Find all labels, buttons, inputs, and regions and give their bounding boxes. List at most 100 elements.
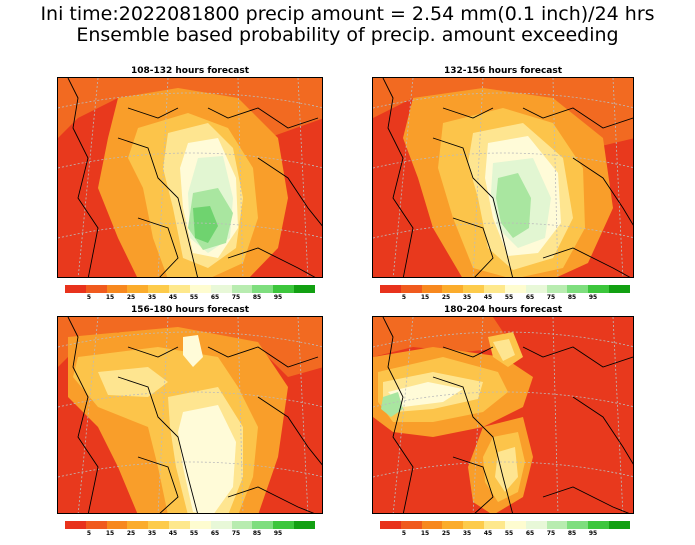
probability-map: [372, 77, 634, 278]
probability-map: [57, 77, 323, 278]
colorbar-segment: [148, 521, 170, 529]
colorbar-segment: [189, 285, 211, 293]
colorbar-segment: [380, 521, 401, 529]
colorbar-segment: [85, 521, 107, 529]
colorbar-segment: [294, 285, 315, 293]
colorbar-segment: [525, 521, 547, 529]
probability-map: [57, 316, 323, 514]
colorbar-segment: [546, 285, 568, 293]
colorbar-label: 55: [504, 294, 514, 301]
colorbar-segment: [463, 521, 485, 529]
colorbar-segment: [252, 285, 274, 293]
colorbar-label: 35: [147, 530, 157, 537]
colorbar-label: 55: [189, 530, 199, 537]
panel-title: 180-204 hours forecast: [443, 305, 563, 315]
colorbar-label: 5: [86, 294, 92, 301]
colorbar-label: 25: [126, 530, 136, 537]
colorbar-labels: 5 15 25 35 45 55 65 75 85 95: [380, 530, 630, 540]
colorbar-segment: [231, 285, 253, 293]
colorbar-label: 35: [462, 294, 472, 301]
colorbar-segment: [609, 521, 630, 529]
colorbar-label: 15: [420, 294, 430, 301]
colorbar-label: 25: [441, 530, 451, 537]
colorbar-label: 95: [273, 530, 283, 537]
panel-title: 132-156 hours forecast: [443, 66, 563, 76]
colorbar-label: 75: [231, 530, 241, 537]
colorbar-segment: [252, 521, 274, 529]
colorbar-label: 65: [210, 530, 220, 537]
colorbar-segment: [273, 521, 295, 529]
colorbar-label: 55: [504, 530, 514, 537]
colorbar-label: 5: [401, 294, 407, 301]
colorbar-segment: [504, 521, 526, 529]
colorbar-segment: [210, 521, 232, 529]
colorbar-segment: [189, 521, 211, 529]
colorbar-segment: [567, 521, 589, 529]
colorbar-label: 15: [105, 530, 115, 537]
colorbar-label: 65: [525, 294, 535, 301]
colorbar-label: 25: [441, 294, 451, 301]
chart-subtitle: Ensemble based probability of precip. am…: [76, 24, 619, 46]
colorbar-segment: [525, 285, 547, 293]
colorbar-segment: [609, 285, 630, 293]
colorbar-label: 45: [168, 530, 178, 537]
colorbar-label: 35: [462, 530, 472, 537]
panel-title: 108-132 hours forecast: [130, 66, 250, 76]
colorbar-segment: [442, 521, 464, 529]
colorbar-label: 95: [588, 294, 598, 301]
colorbar-segment: [210, 285, 232, 293]
colorbar: [65, 521, 315, 529]
colorbar-segment: [484, 285, 505, 293]
colorbar-segment: [65, 521, 86, 529]
colorbar-segment: [169, 521, 190, 529]
colorbar-label: 85: [567, 530, 577, 537]
colorbar-label: 75: [231, 294, 241, 301]
colorbar-segment: [85, 285, 107, 293]
colorbar-segment: [400, 285, 422, 293]
colorbar-segment: [484, 521, 505, 529]
colorbar-segment: [504, 285, 526, 293]
colorbar-segment: [400, 521, 422, 529]
colorbar-segment: [588, 521, 610, 529]
colorbar-segment: [106, 285, 128, 293]
probability-map: [372, 316, 634, 514]
colorbar-segment: [294, 521, 315, 529]
colorbar-segment: [380, 285, 401, 293]
colorbar-segment: [127, 521, 149, 529]
colorbar-segment: [148, 285, 170, 293]
colorbar-labels: 5 15 25 35 45 55 65 75 85 95: [380, 294, 630, 304]
colorbar-label: 45: [168, 294, 178, 301]
colorbar-label: 55: [189, 294, 199, 301]
colorbar-segment: [421, 521, 443, 529]
colorbar-label: 45: [483, 530, 493, 537]
colorbar-labels: 5 15 25 35 45 55 65 75 85 95: [65, 530, 315, 540]
panel-title: 156-180 hours forecast: [130, 305, 250, 315]
colorbar-label: 95: [588, 530, 598, 537]
colorbar-segment: [65, 285, 86, 293]
colorbar-segment: [546, 521, 568, 529]
colorbar-label: 15: [420, 530, 430, 537]
colorbar-label: 35: [147, 294, 157, 301]
colorbar-label: 65: [210, 294, 220, 301]
colorbar-label: 75: [546, 294, 556, 301]
colorbar-segment: [421, 285, 443, 293]
colorbar-label: 85: [252, 294, 262, 301]
colorbar-segment: [231, 521, 253, 529]
colorbar-label: 65: [525, 530, 535, 537]
colorbar-segment: [588, 285, 610, 293]
colorbar-label: 45: [483, 294, 493, 301]
colorbar-label: 5: [86, 530, 92, 537]
colorbar-segment: [273, 285, 295, 293]
colorbar-label: 75: [546, 530, 556, 537]
colorbar-label: 85: [567, 294, 577, 301]
colorbar-label: 5: [401, 530, 407, 537]
colorbar-segment: [442, 285, 464, 293]
colorbar: [65, 285, 315, 293]
chart-title: Ini time:2022081800 precip amount = 2.54…: [40, 3, 655, 25]
colorbar-label: 15: [105, 294, 115, 301]
colorbar-segment: [127, 285, 149, 293]
colorbar-label: 95: [273, 294, 283, 301]
colorbar-labels: 5 15 25 35 45 55 65 75 85 95: [65, 294, 315, 304]
colorbar-segment: [567, 285, 589, 293]
colorbar-label: 25: [126, 294, 136, 301]
